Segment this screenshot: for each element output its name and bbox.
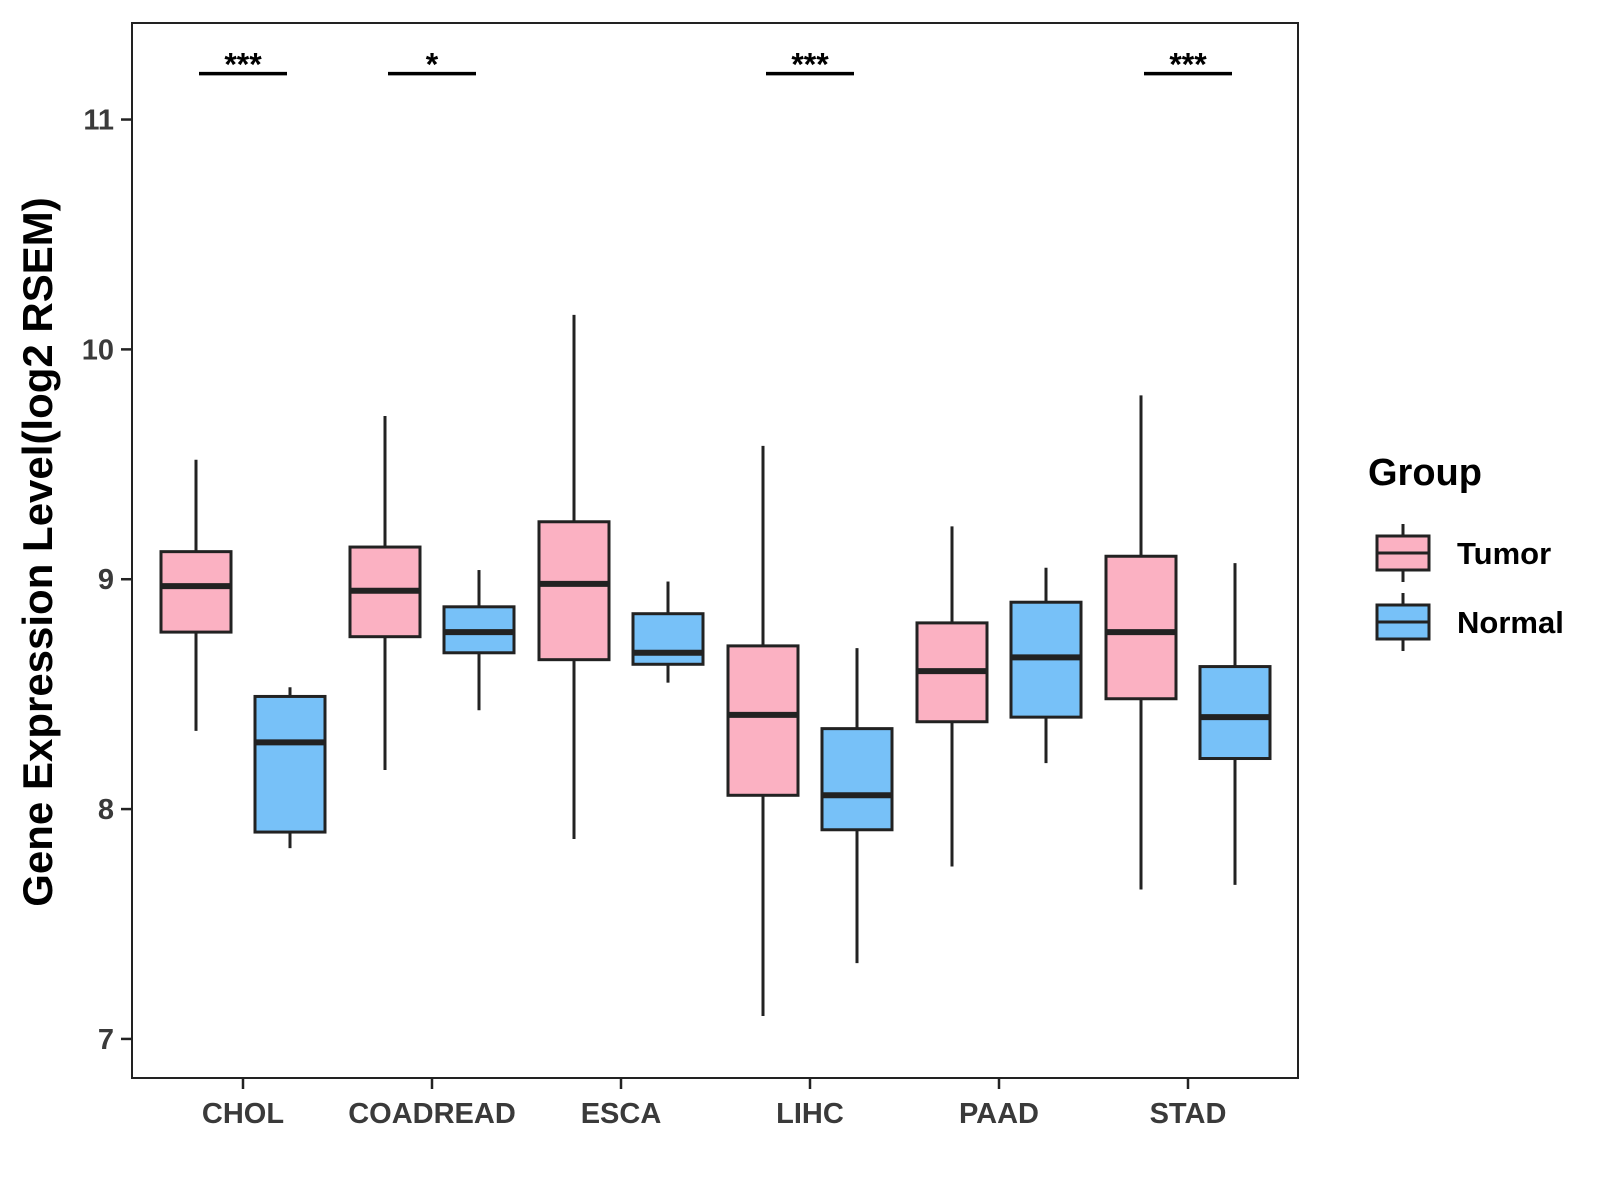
legend-item-tumor: Tumor [1375, 524, 1551, 582]
y-axis: 7 8 9 10 11 [82, 105, 132, 1056]
y-tick-label: 11 [83, 105, 114, 137]
box-body [253, 694, 327, 834]
box-tumor-coadread [348, 416, 422, 771]
x-tick-label: ESCA [581, 1098, 662, 1130]
box-tumor-chol [159, 459, 233, 731]
x-tick-label: COADREAD [348, 1098, 516, 1130]
legend-title: Group [1368, 452, 1482, 494]
y-tick-label: 7 [98, 1024, 114, 1056]
box-body [159, 550, 233, 634]
significance-label: * [426, 47, 439, 83]
y-tick-label: 8 [98, 794, 114, 826]
x-tick-label: PAAD [959, 1098, 1039, 1130]
box-body [1198, 665, 1272, 761]
box-normal-lihc [820, 648, 894, 964]
boxes [159, 314, 1272, 1016]
y-tick-label: 10 [82, 334, 114, 366]
box-normal-esca [631, 581, 705, 683]
plot-panel [131, 22, 1299, 1079]
box-body [726, 644, 800, 797]
box-body [631, 612, 705, 666]
panel-border [131, 22, 1299, 1079]
legend-label: Tumor [1457, 536, 1551, 571]
x-tick-label: STAD [1150, 1098, 1227, 1130]
significance-label: *** [791, 47, 829, 83]
box-body [1104, 554, 1178, 701]
box-tumor-esca [537, 314, 611, 839]
legend: Group Tumor Normal [1368, 452, 1564, 651]
box-tumor-paad [915, 526, 989, 867]
x-tick-label: LIHC [776, 1098, 844, 1130]
significance-annotations: *** * *** *** [199, 47, 1232, 83]
y-axis-title: Gene Expression Level(log2 RSEM) [14, 197, 61, 907]
box-normal-chol [253, 687, 327, 849]
y-tick-label: 9 [98, 564, 114, 596]
x-axis: CHOL COADREAD ESCA LIHC PAAD STAD [202, 1078, 1226, 1130]
box-tumor-stad [1104, 395, 1178, 890]
significance-label: *** [1169, 47, 1207, 83]
box-body [537, 520, 611, 662]
box-body [820, 727, 894, 832]
box-normal-stad [1198, 563, 1272, 885]
legend-label: Normal [1457, 605, 1564, 640]
box-normal-coadread [442, 570, 516, 711]
box-normal-paad [1009, 567, 1083, 764]
x-tick-label: CHOL [202, 1098, 284, 1130]
significance-label: *** [224, 47, 262, 83]
box-tumor-lihc [726, 445, 800, 1016]
legend-item-normal: Normal [1375, 593, 1564, 651]
